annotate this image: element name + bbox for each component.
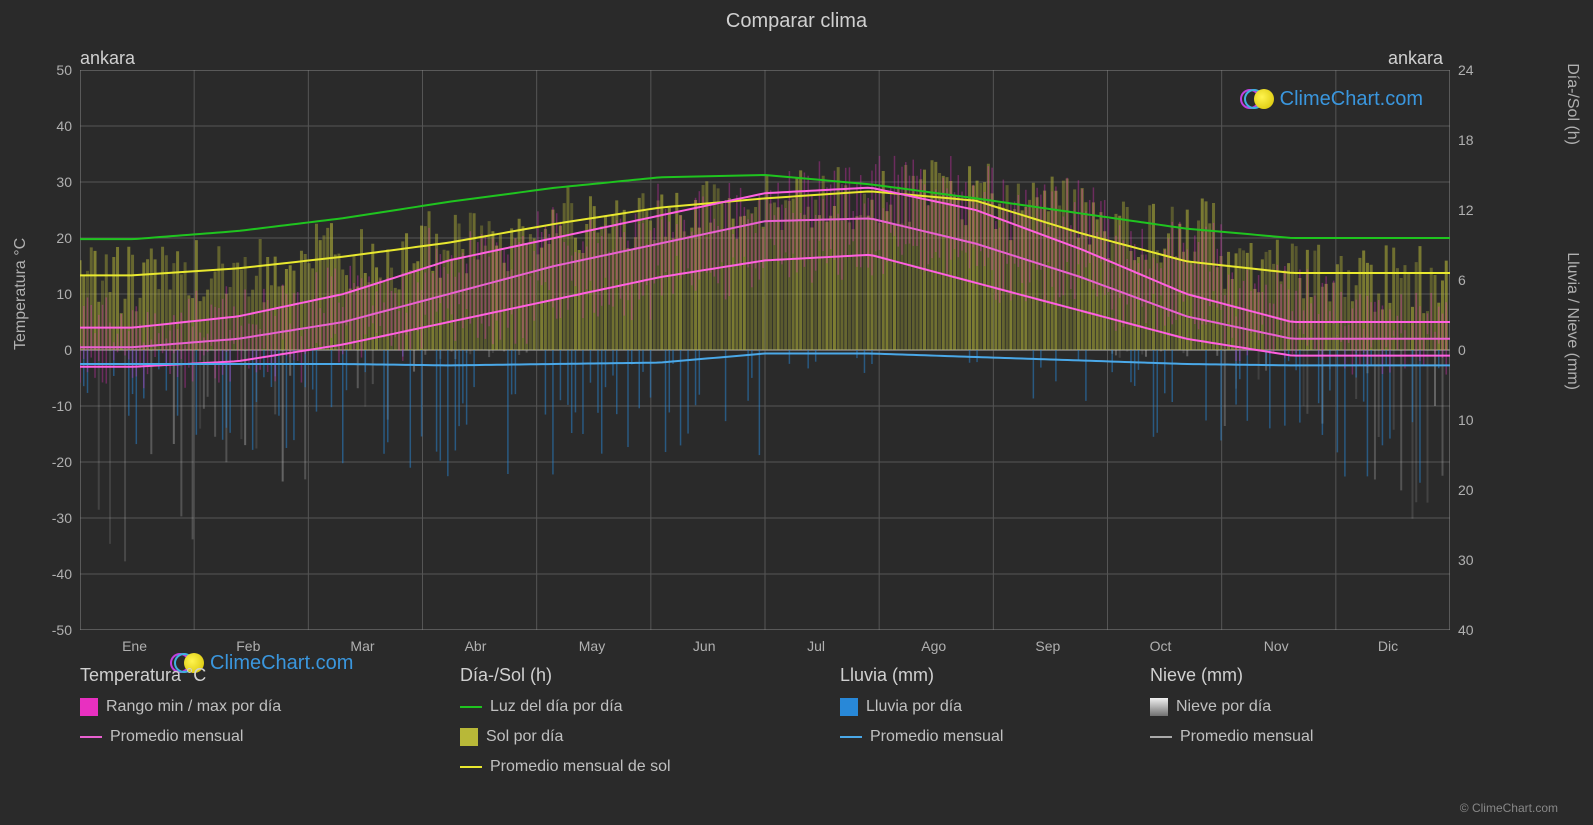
legend-group: Lluvia (mm) Lluvia por día Promedio mensua… (840, 665, 1150, 776)
legend-group: Día-/Sol (h) Luz del día por día Sol por d… (460, 665, 840, 776)
legend-label: Promedio mensual (110, 728, 243, 746)
y-tick-left: -40 (32, 566, 72, 582)
y-tick-left: 20 (32, 230, 72, 246)
city-label-right: ankara (1388, 48, 1443, 69)
x-tick-month: May (579, 638, 605, 654)
y-axis-label-left: Temperatura °C (12, 238, 30, 350)
x-tick-month: Ago (921, 638, 946, 654)
x-tick-month: Sep (1035, 638, 1060, 654)
legend-swatch (460, 766, 482, 768)
legend-label: Promedio mensual de sol (490, 758, 671, 776)
x-tick-month: Nov (1264, 638, 1289, 654)
x-tick-month: Jul (807, 638, 825, 654)
y-tick-left: -20 (32, 454, 72, 470)
y-tick-right-sun: 18 (1458, 132, 1474, 148)
y-tick-left: 50 (32, 62, 72, 78)
x-tick-month: Abr (465, 638, 487, 654)
legend-group: Nieve (mm) Nieve por día Promedio mensual (1150, 665, 1390, 776)
legend-item: Promedio mensual (80, 728, 460, 746)
y-tick-left: 30 (32, 174, 72, 190)
x-tick-month: Ene (122, 638, 147, 654)
legend-item: Lluvia por día (840, 698, 1150, 716)
y-tick-left: 10 (32, 286, 72, 302)
legend-label: Lluvia por día (866, 698, 962, 716)
legend-item: Luz del día por día (460, 698, 840, 716)
legend-item: Promedio mensual de sol (460, 758, 840, 776)
legend-label: Rango min / max por día (106, 698, 281, 716)
legend-swatch (460, 706, 482, 708)
y-tick-right-sun: 12 (1458, 202, 1474, 218)
legend-header: Lluvia (mm) (840, 665, 1150, 686)
y-tick-left: 0 (32, 342, 72, 358)
legend-swatch (80, 698, 98, 716)
chart-title: Comparar clima (0, 0, 1593, 33)
chart-svg (80, 70, 1450, 630)
legend-item: Nieve por día (1150, 698, 1390, 716)
watermark-logo-icon (1240, 89, 1274, 111)
y-axis-label-right-top: Día-/Sol (h) (1563, 63, 1581, 145)
legend-header: Temperatura °C (80, 665, 460, 686)
x-tick-month: Dic (1378, 638, 1398, 654)
legend-swatch (1150, 698, 1168, 716)
y-tick-right-rain: 20 (1458, 482, 1474, 498)
legend-label: Promedio mensual (870, 728, 1003, 746)
y-tick-right-sun: 6 (1458, 272, 1466, 288)
y-tick-left: -10 (32, 398, 72, 414)
watermark-top: ClimeChart.com (1240, 88, 1423, 111)
city-label-left: ankara (80, 48, 135, 69)
legend-swatch (80, 736, 102, 738)
legend-label: Promedio mensual (1180, 728, 1313, 746)
legend-header: Nieve (mm) (1150, 665, 1390, 686)
y-tick-right-sun: 24 (1458, 62, 1474, 78)
legend-label: Nieve por día (1176, 698, 1271, 716)
legend-group: Temperatura °C Rango min / max por día Pro… (80, 665, 460, 776)
climate-chart-container: Comparar clima ankara ankara Temperatura… (0, 0, 1593, 825)
legend-label: Sol por día (486, 728, 563, 746)
y-tick-right-rain: 40 (1458, 622, 1474, 638)
legend-item: Promedio mensual (1150, 728, 1390, 746)
x-tick-month: Mar (350, 638, 374, 654)
legend-label: Luz del día por día (490, 698, 623, 716)
y-tick-right-sun: 0 (1458, 342, 1466, 358)
legend-swatch (1150, 736, 1172, 738)
legend-swatch (460, 728, 478, 746)
legend-item: Sol por día (460, 728, 840, 746)
y-tick-right-rain: 30 (1458, 552, 1474, 568)
x-tick-month: Oct (1150, 638, 1172, 654)
x-tick-month: Jun (693, 638, 716, 654)
y-axis-label-right-bottom: Lluvia / Nieve (mm) (1563, 252, 1581, 390)
legend-swatch (840, 736, 862, 738)
y-tick-left: -50 (32, 622, 72, 638)
legend-swatch (840, 698, 858, 716)
chart-plot-area (80, 70, 1450, 630)
y-tick-right-rain: 10 (1458, 412, 1474, 428)
legend-header: Día-/Sol (h) (460, 665, 840, 686)
legend-item: Promedio mensual (840, 728, 1150, 746)
legend-item: Rango min / max por día (80, 698, 460, 716)
watermark-text: ClimeChart.com (1280, 88, 1423, 111)
copyright: © ClimeChart.com (1460, 801, 1558, 815)
y-tick-left: 40 (32, 118, 72, 134)
y-tick-left: -30 (32, 510, 72, 526)
